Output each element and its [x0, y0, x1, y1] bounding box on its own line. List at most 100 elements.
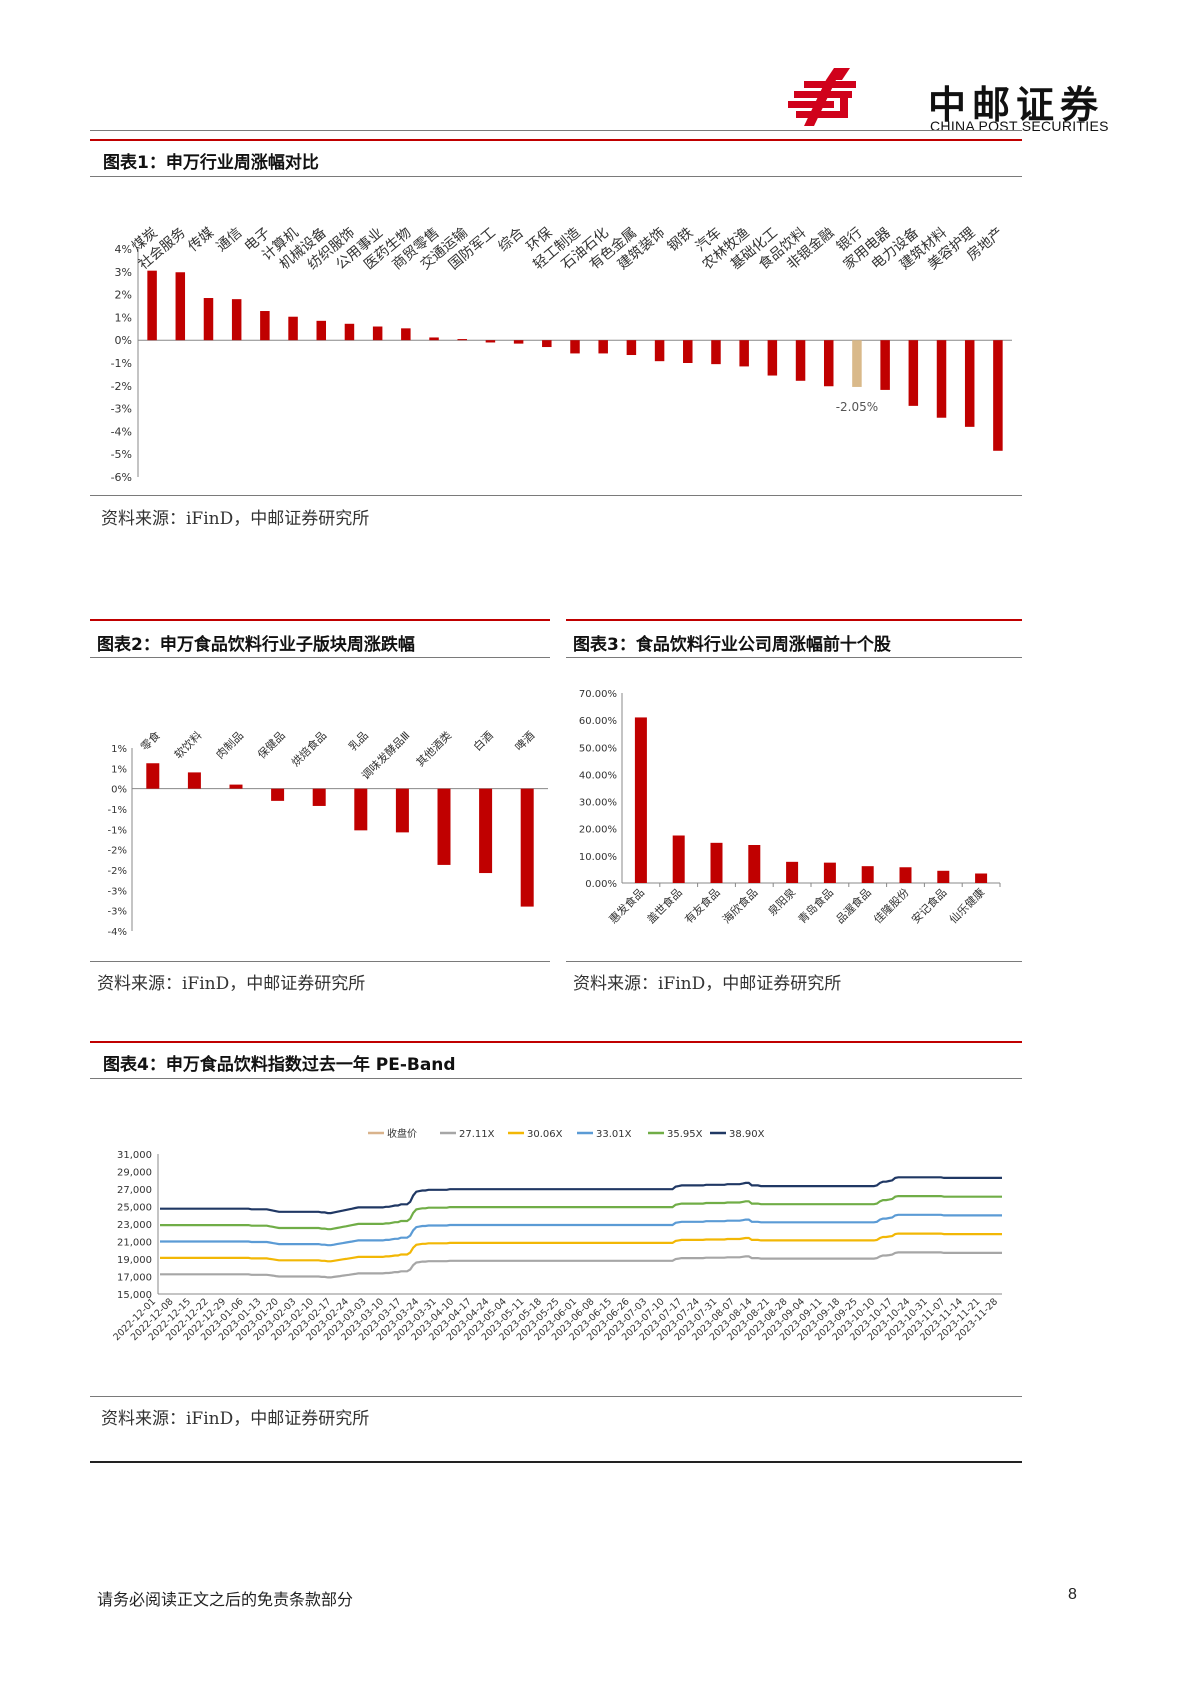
fig4-source: 资料来源：iFinD，中邮证券研究所 [101, 1409, 370, 1429]
fig4-legend-label: 30.06X [527, 1129, 563, 1140]
fig3-bar [672, 835, 685, 883]
fig2-bottom-rule [90, 961, 550, 962]
fig3-bar [823, 862, 836, 883]
fig2-y-tick: 1% [111, 744, 127, 755]
fig2-bar [354, 788, 368, 831]
fig4-y-tick: 17,000 [117, 1273, 152, 1284]
fig4-series-line-2 [160, 1213, 1002, 1247]
fig3-category-label: 海欣食品 [719, 885, 760, 926]
fig1-bar [993, 340, 1003, 451]
fig2-y-tick: -3% [108, 886, 127, 897]
fig1-bar [880, 340, 890, 390]
fig1-category-label: 传媒 [185, 225, 217, 255]
fig2-y-tick: -4% [108, 927, 127, 938]
logo-chinese-name: 中邮证券 [928, 83, 1105, 127]
china-post-logo-icon [788, 68, 856, 126]
fig3-bar [975, 873, 988, 883]
fig1-y-tick: 3% [115, 266, 132, 279]
fig2-bar [187, 772, 201, 789]
fig3-title-rule [566, 657, 1022, 658]
fig3-bar [786, 861, 799, 883]
fig1-y-tick: 2% [115, 289, 132, 302]
fig2-bar [229, 784, 243, 789]
fig3-bottom-rule [566, 961, 1022, 962]
fig4-legend-label: 27.11X [459, 1129, 495, 1140]
fig4-series-line-0 [160, 1251, 1002, 1279]
fig1-chart: 4%3%2%1%0%-1%-2%-3%-4%-5%-6%煤炭社会服务传媒通信电子… [111, 224, 1012, 484]
fig1-bar [683, 340, 693, 363]
fig2-title: 图表2：申万食品饮料行业子版块周涨跌幅 [97, 635, 415, 655]
fig4-y-tick: 25,000 [117, 1203, 152, 1214]
fig1-bar [485, 340, 496, 343]
fig2-chart: 1% 1% 0% -1% -1% -2% -2% -3% -3% -4% 零食 软饮料 肉制品 保健品 烘焙… [108, 728, 548, 938]
fig3-bar [710, 842, 723, 883]
fig2-bar [437, 788, 451, 865]
fig1-bar [936, 340, 947, 418]
fig1-y-tick: 4% [115, 243, 132, 256]
fig4-legend-label: 35.95X [667, 1129, 703, 1140]
fig4-chart: 31,000 29,000 27,000 25,000 23,000 21,000 19,0… [111, 1127, 1002, 1343]
footer-divider [90, 1461, 1022, 1463]
fig1-bar [175, 272, 186, 341]
fig4-y-tick: 27,000 [117, 1185, 152, 1196]
fig1-bar [711, 340, 721, 365]
fig2-category-label: 烘焙食品 [288, 728, 329, 769]
fig1-bar [908, 340, 919, 406]
fig3-title: 图表3：食品饮料行业公司周涨幅前十个股 [573, 635, 891, 655]
fig2-y-tick: -1% [108, 825, 127, 836]
fig1-bar [654, 340, 665, 362]
fig3-y-tick: 10.00% [579, 852, 617, 863]
fig4-bottom-rule [90, 1396, 1022, 1397]
fig3-y-tick: 30.00% [579, 798, 617, 809]
fig1-category-label: 钢铁 [665, 225, 697, 255]
fig3-y-tick: 0.00% [585, 879, 617, 890]
fig1-y-tick: 1% [115, 311, 132, 324]
fig3-category-label: 佳隆股份 [871, 885, 912, 926]
fig1-bar [852, 340, 862, 387]
fig2-category-label: 啤酒 [512, 728, 537, 753]
fig1-y-tick: -3% [111, 403, 132, 416]
fig1-y-tick: -4% [111, 425, 132, 438]
header-divider [90, 130, 1022, 131]
fig2-bar [479, 788, 493, 874]
fig3-category-label: 仙乐健康 [946, 885, 987, 926]
fig3-y-tick: 40.00% [579, 770, 617, 781]
fig2-category-label: 保健品 [254, 728, 287, 761]
fig3-bar [899, 867, 912, 883]
fig3-bar [937, 870, 950, 883]
fig2-category-label: 肉制品 [214, 729, 247, 762]
fig2-bar [271, 788, 285, 801]
fig4-y-tick: 15,000 [117, 1290, 152, 1301]
fig1-title: 图表1：申万行业周涨幅对比 [103, 153, 319, 173]
fig1-bar [795, 340, 806, 381]
fig1-y-tick: -1% [111, 357, 132, 370]
fig1-bar [964, 340, 975, 427]
fig3-bar [861, 866, 874, 883]
fig4-legend-label: 收盘价 [387, 1127, 417, 1140]
fig3-y-tick: 70.00% [579, 689, 617, 700]
fig2-y-tick: -1% [108, 805, 127, 816]
fig2-source: 资料来源：iFinD，中邮证券研究所 [97, 974, 366, 994]
fig4-series-line-1 [160, 1232, 1002, 1263]
fig2-y-tick: -3% [108, 907, 127, 918]
fig4-series-line-3 [160, 1195, 1002, 1231]
fig2-bar [395, 788, 409, 833]
fig3-category-label: 盖世食品 [644, 885, 685, 926]
fig3-category-label: 泉阳泉 [765, 885, 798, 918]
fig1-bar [203, 298, 214, 341]
fig1-bar [457, 339, 467, 341]
fig3-category-label: 有友食品 [682, 885, 723, 926]
fig1-bar [344, 323, 355, 341]
fig2-category-label: 乳品 [346, 729, 371, 754]
fig1-bar [767, 340, 778, 376]
fig3-top-rule [566, 619, 1022, 621]
fig3-y-tick: 20.00% [579, 825, 617, 836]
fig3-y-tick: 60.00% [579, 716, 617, 727]
footer-disclaimer: 请务必阅读正文之后的免责条款部分 [97, 1590, 354, 1609]
fig4-y-tick: 31,000 [117, 1150, 152, 1161]
fig3-bar [634, 717, 647, 883]
fig1-bottom-rule [90, 495, 1022, 496]
fig2-category-label: 零食 [137, 728, 162, 753]
fig1-bar [231, 299, 242, 341]
fig2-bar [520, 788, 534, 907]
